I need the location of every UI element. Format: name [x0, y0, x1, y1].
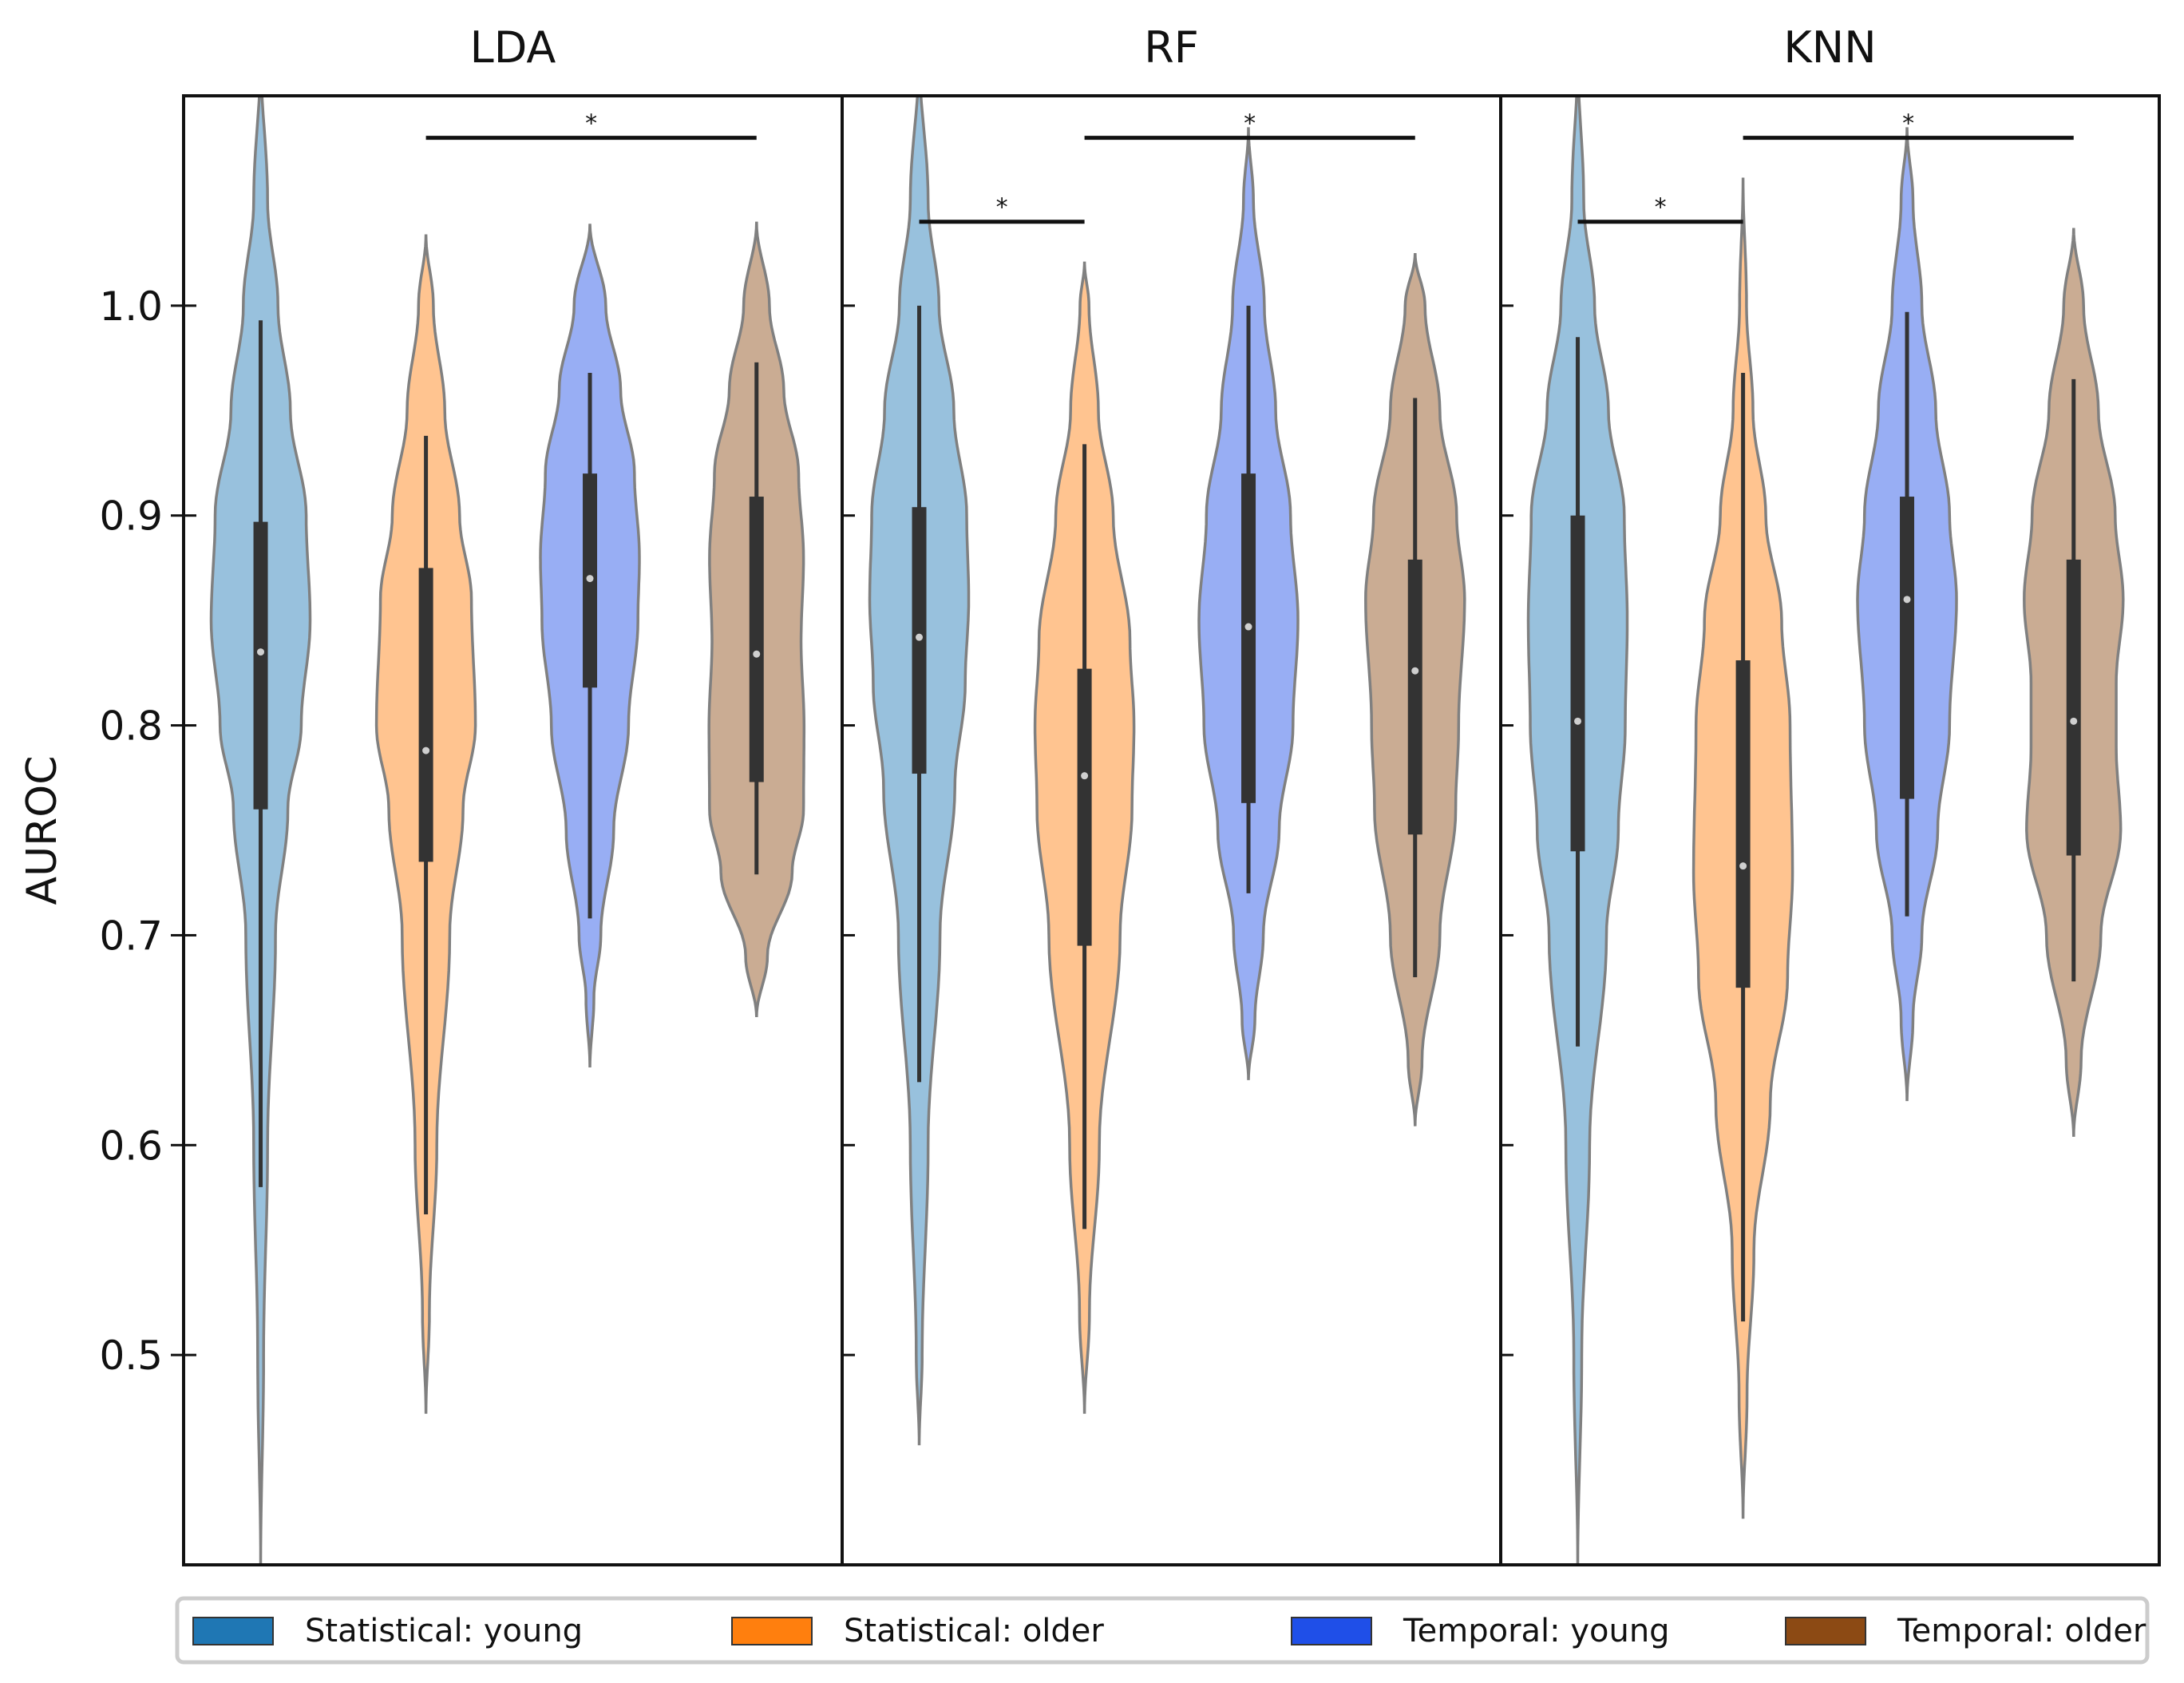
median-marker — [2070, 717, 2078, 725]
legend-label-statistical-older: Statistical: older — [844, 1613, 1104, 1649]
y-tick-label: 0.5 — [99, 1333, 163, 1379]
violin-lda-statistical-older — [374, 234, 477, 1414]
median-marker — [1739, 862, 1747, 870]
legend-swatch-statistical-young — [192, 1617, 274, 1645]
violin-knn-temporal-young — [1856, 127, 1958, 1102]
panel-knn: KNN * * — [1499, 22, 2161, 1566]
median-marker — [422, 746, 430, 754]
legend-label-temporal-older: Temporal: older — [1897, 1613, 2146, 1649]
median-marker — [753, 650, 761, 658]
legend-frame — [175, 1596, 2150, 1665]
iqr-box — [253, 521, 268, 810]
legend-label-temporal-young: Temporal: young — [1403, 1613, 1670, 1649]
violin-lda-temporal-young — [539, 224, 641, 1068]
median-marker — [257, 648, 265, 656]
violin-rf-statistical-young — [868, 96, 971, 1446]
median-marker — [1574, 717, 1582, 725]
panel-title-lda: LDA — [470, 22, 556, 73]
violin-rf-temporal-older — [1364, 253, 1466, 1127]
median-marker — [586, 575, 594, 583]
iqr-box — [1570, 515, 1585, 852]
iqr-box — [418, 568, 433, 862]
iqr-box — [749, 497, 764, 782]
significance-star: * — [1655, 194, 1667, 222]
panel-title-rf: RF — [1144, 22, 1199, 73]
legend-swatch-statistical-older — [731, 1617, 813, 1645]
y-axis-label: AUROC — [18, 755, 66, 905]
y-tick-label: 1.0 — [99, 283, 163, 330]
iqr-box — [2066, 559, 2081, 856]
violin-lda-statistical-young — [209, 96, 312, 1565]
violin-rf-statistical-older — [1033, 261, 1136, 1414]
significance-star: * — [1244, 110, 1256, 138]
panel-title-knn: KNN — [1783, 22, 1876, 73]
y-tick-label: 0.7 — [99, 913, 163, 959]
iqr-box — [1900, 497, 1915, 799]
y-tick-label: 0.9 — [99, 493, 163, 540]
median-marker — [916, 633, 924, 641]
y-tick-label: 0.6 — [99, 1123, 163, 1169]
legend: Statistical: young Statistical: older Temp… — [175, 1596, 2150, 1665]
median-marker — [1903, 596, 1911, 604]
iqr-box — [1407, 559, 1422, 835]
median-marker — [1411, 667, 1419, 675]
significance-star: * — [1902, 110, 1914, 138]
iqr-box — [1735, 660, 1751, 988]
legend-swatch-temporal-older — [1785, 1617, 1866, 1645]
iqr-box — [1077, 668, 1092, 946]
violin-knn-statistical-older — [1691, 177, 1794, 1519]
significance-star: * — [996, 194, 1008, 222]
violin-knn-statistical-young — [1526, 96, 1629, 1565]
median-marker — [1244, 623, 1252, 631]
iqr-box — [1241, 473, 1256, 803]
y-tick-label: 0.8 — [99, 703, 163, 750]
legend-label-statistical-young: Statistical: young — [305, 1613, 583, 1649]
legend-swatch-temporal-young — [1291, 1617, 1372, 1645]
median-marker — [1081, 772, 1089, 780]
significance-star: * — [585, 110, 597, 138]
panel-rf: RF * * — [841, 22, 1502, 1566]
panel-frame — [1499, 94, 2161, 1566]
violin-rf-temporal-young — [1197, 127, 1300, 1080]
violin-lda-temporal-older — [707, 221, 806, 1017]
panel-lda: LDA 0.5 0.6 0.7 0.8 0.9 1.0 * — [99, 22, 844, 1566]
violin-knn-temporal-older — [2023, 228, 2125, 1137]
